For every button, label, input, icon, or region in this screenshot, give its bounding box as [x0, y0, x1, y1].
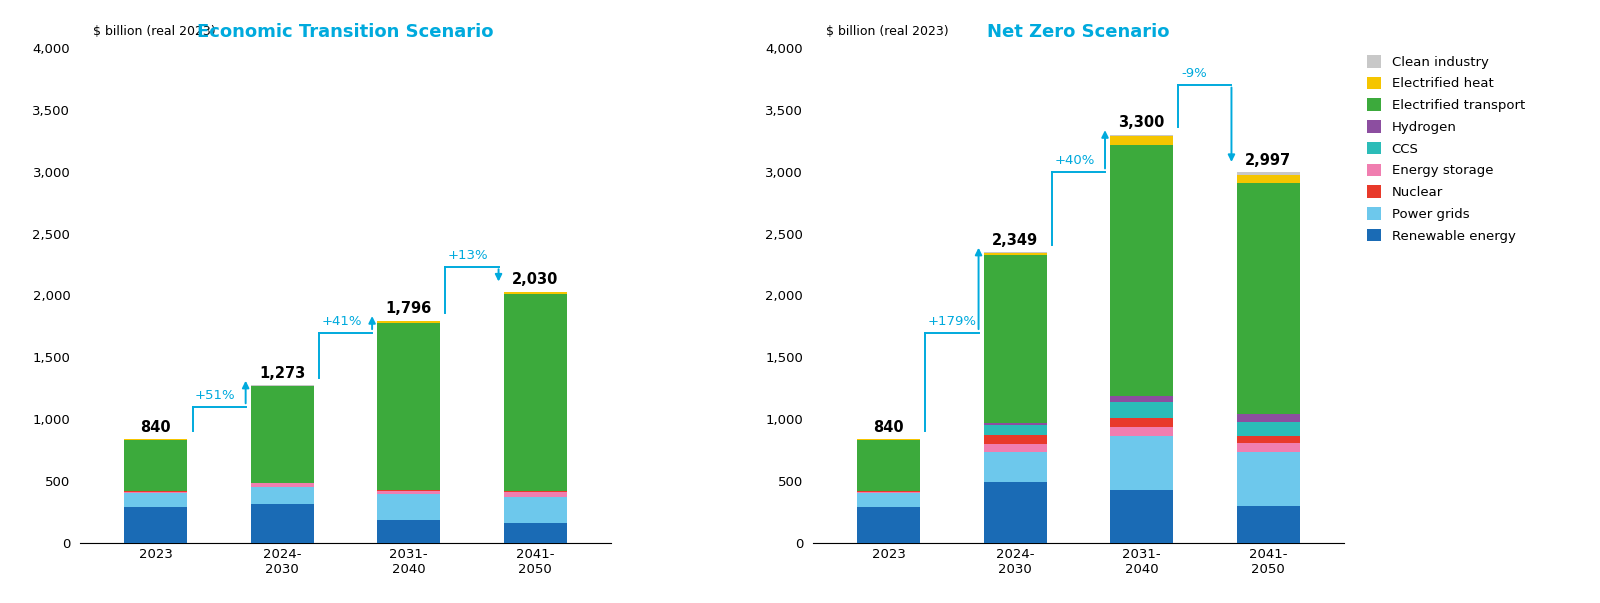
Bar — [984, 255, 1046, 423]
Bar — [125, 491, 187, 492]
Bar — [504, 497, 566, 523]
Bar — [125, 507, 187, 543]
Bar — [1110, 437, 1173, 490]
Bar — [858, 491, 920, 492]
Bar — [1237, 437, 1299, 443]
Bar — [984, 423, 1046, 425]
Bar — [984, 452, 1046, 482]
Text: $ billion (real 2023): $ billion (real 2023) — [826, 25, 949, 39]
Text: 1,273: 1,273 — [259, 366, 306, 381]
Bar — [251, 504, 314, 543]
Bar — [1237, 183, 1299, 414]
Bar — [858, 439, 920, 440]
Text: 2,997: 2,997 — [1245, 153, 1291, 168]
Bar — [378, 490, 440, 491]
Bar — [858, 493, 920, 507]
Text: +51%: +51% — [195, 389, 235, 402]
Bar — [858, 507, 920, 543]
Bar — [1110, 418, 1173, 426]
Bar — [984, 252, 1046, 253]
Bar — [504, 292, 566, 294]
Bar — [504, 294, 566, 491]
Text: +179%: +179% — [928, 315, 978, 327]
Bar — [1237, 414, 1299, 422]
Title: Economic Transition Scenario: Economic Transition Scenario — [197, 23, 494, 41]
Text: 2,349: 2,349 — [992, 233, 1038, 248]
Text: -9%: -9% — [1181, 68, 1206, 80]
Bar — [251, 487, 314, 504]
Bar — [1110, 490, 1173, 543]
Text: 3,300: 3,300 — [1118, 115, 1165, 130]
Bar — [504, 491, 566, 492]
Bar — [984, 435, 1046, 444]
Title: Net Zero Scenario: Net Zero Scenario — [987, 23, 1170, 41]
Bar — [1110, 396, 1173, 402]
Legend: Clean industry, Electrified heat, Electrified transport, Hydrogen, CCS, Energy s: Clean industry, Electrified heat, Electr… — [1366, 55, 1525, 242]
Bar — [858, 440, 920, 491]
Text: 1,796: 1,796 — [386, 302, 432, 317]
Bar — [504, 523, 566, 543]
Bar — [125, 440, 187, 491]
Text: 840: 840 — [874, 420, 904, 435]
Bar — [378, 520, 440, 543]
Bar — [1110, 145, 1173, 396]
Bar — [1110, 136, 1173, 145]
Bar — [1237, 443, 1299, 452]
Bar — [378, 491, 440, 494]
Text: 840: 840 — [141, 420, 171, 435]
Bar — [984, 444, 1046, 452]
Bar — [984, 425, 1046, 435]
Bar — [378, 494, 440, 520]
Bar — [251, 387, 314, 483]
Bar — [1110, 426, 1173, 437]
Bar — [504, 492, 566, 497]
Bar — [1237, 505, 1299, 543]
Bar — [1237, 452, 1299, 505]
Bar — [1110, 134, 1173, 136]
Bar — [1237, 172, 1299, 175]
Text: 2,030: 2,030 — [512, 273, 558, 288]
Bar — [251, 483, 314, 484]
Bar — [984, 253, 1046, 255]
Bar — [378, 323, 440, 490]
Bar — [251, 385, 314, 387]
Bar — [251, 484, 314, 487]
Bar — [984, 482, 1046, 543]
Bar — [1237, 175, 1299, 183]
Text: +41%: +41% — [322, 315, 362, 327]
Text: +40%: +40% — [1054, 154, 1094, 167]
Bar — [125, 439, 187, 440]
Bar — [378, 321, 440, 323]
Bar — [858, 492, 920, 493]
Text: +13%: +13% — [448, 249, 488, 262]
Bar — [125, 493, 187, 507]
Bar — [1237, 422, 1299, 437]
Bar — [1110, 402, 1173, 418]
Text: $ billion (real 2023): $ billion (real 2023) — [93, 25, 216, 39]
Bar — [125, 492, 187, 493]
